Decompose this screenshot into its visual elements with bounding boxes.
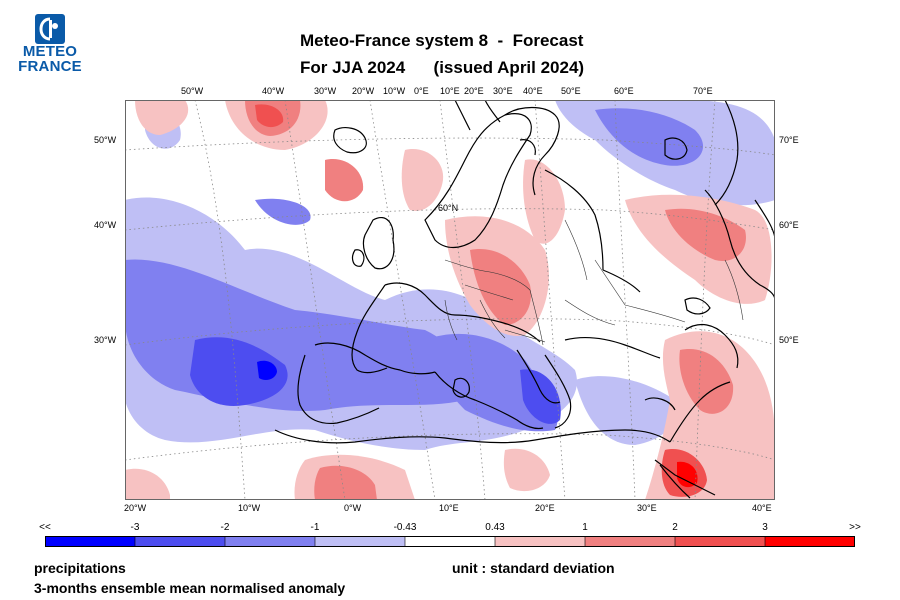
legend-tick-label: -1 <box>310 522 320 533</box>
bottom-lon-label: 10°W <box>238 503 261 513</box>
map-border <box>125 100 775 500</box>
page-title: Meteo-France system 8 - Forecast <box>300 31 584 50</box>
bottom-lon-label: 30°E <box>637 503 657 513</box>
top-lon-label: 40°W <box>262 86 285 96</box>
legend-svg <box>45 536 855 547</box>
right-lat-label: 50°E <box>779 335 799 345</box>
top-lon-label: 50°W <box>181 86 204 96</box>
coastlines <box>274 100 775 499</box>
legend-swatch <box>585 536 676 547</box>
logo-text-line1: METEO <box>22 43 78 60</box>
legend-tick-label: -2 <box>220 522 230 533</box>
meteo-france-logo: METEO FRANCE <box>14 14 86 74</box>
legend-tick-label: 1 <box>582 522 588 533</box>
left-lat-label: 50°W <box>94 135 117 145</box>
legend-tick-label: -3 <box>130 522 140 533</box>
top-lon-label: 60°E <box>614 86 634 96</box>
right-lat-label: 60°E <box>779 220 799 230</box>
top-lon-label: 50°E <box>561 86 581 96</box>
anomaly-map: 60°N <box>125 100 775 500</box>
inner-lat-label: 60°N <box>438 203 458 213</box>
left-lat-label: 30°W <box>94 335 117 345</box>
meteo-france-emblem-icon <box>35 14 65 44</box>
bottom-lon-label: 0°W <box>344 503 362 513</box>
legend-swatch <box>675 536 766 547</box>
top-lon-label: 10°E <box>440 86 460 96</box>
legend-swatch <box>135 536 226 547</box>
legend-swatch <box>45 536 136 547</box>
bottom-lon-label: 20°W <box>124 503 147 513</box>
top-lon-label: 40°E <box>523 86 543 96</box>
legend-swatch <box>495 536 586 547</box>
top-lon-label: 0°E <box>414 86 429 96</box>
variable-label: precipitations <box>34 560 126 576</box>
positive-anomaly-regions <box>125 100 775 500</box>
legend-border <box>45 536 855 547</box>
legend-tick-label: 2 <box>672 522 678 533</box>
legend-swatches <box>45 536 855 547</box>
description-label: 3-months ensemble mean normalised anomal… <box>34 580 346 596</box>
legend-tick-label: 0.43 <box>485 522 505 533</box>
right-lat-label: 70°E <box>779 135 799 145</box>
top-lon-label: 30°W <box>314 86 337 96</box>
top-lon-label: 10°W <box>383 86 406 96</box>
legend-tick-label: 3 <box>762 522 768 533</box>
top-lon-label: 70°E <box>693 86 713 96</box>
anomaly-map-svg: 60°N <box>125 100 775 500</box>
page-subtitle: For JJA 2024 (issued April 2024) <box>300 58 585 77</box>
legend-swatch <box>405 536 496 547</box>
graticule <box>125 100 775 500</box>
top-lon-label: 20°W <box>352 86 375 96</box>
legend-tick-label: -0.43 <box>393 522 417 533</box>
top-lon-label: 30°E <box>493 86 513 96</box>
bottom-lon-label: 20°E <box>535 503 555 513</box>
legend-swatch <box>225 536 316 547</box>
legend-swatch <box>765 536 855 547</box>
bottom-lon-label: 40°E <box>752 503 772 513</box>
logo-text-line2: FRANCE <box>18 58 82 75</box>
left-lat-label: 40°W <box>94 220 117 230</box>
unit-label: unit : standard deviation <box>452 560 615 576</box>
legend-swatch <box>315 536 406 547</box>
legend-tick-label: >> <box>849 522 861 533</box>
legend-color-bar <box>45 536 855 547</box>
top-lon-label: 20°E <box>464 86 484 96</box>
legend-tick-label: << <box>39 522 51 533</box>
country-borders <box>444 219 744 346</box>
bottom-lon-label: 10°E <box>439 503 459 513</box>
